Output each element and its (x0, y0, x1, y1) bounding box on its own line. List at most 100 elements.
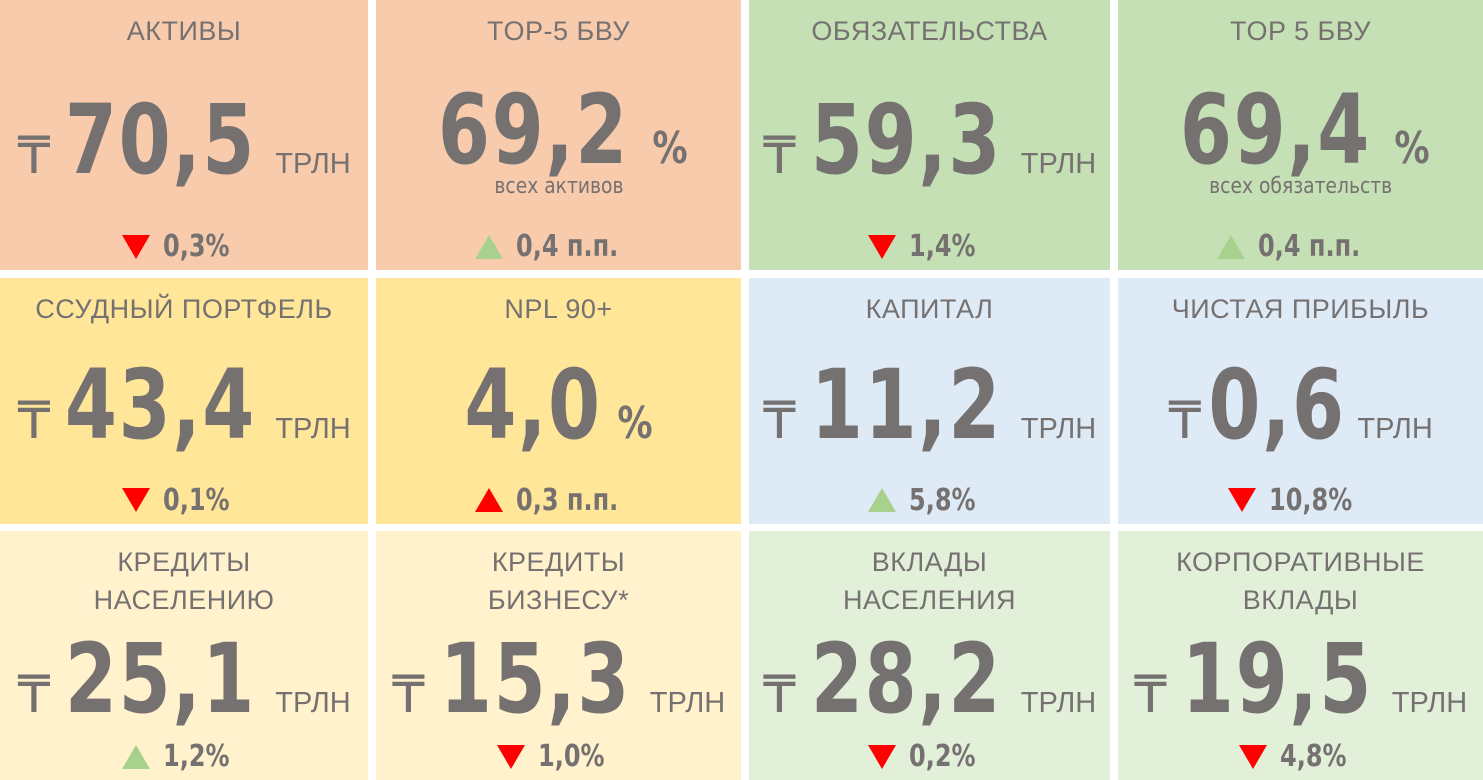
kpi-card: КОРПОРАТИВНЫЕ ВКЛАДЫ ₸ 19,5 ТРЛН 4,8% (1118, 531, 1483, 780)
change-value: 0,2% (908, 739, 976, 774)
main-value: ₸ 59,3 ТРЛН (763, 90, 1096, 190)
change-value: 0,4 п.п. (515, 229, 618, 264)
main-value: ₸ 28,2 ТРЛН (763, 629, 1096, 729)
card-title: АКТИВЫ (126, 16, 242, 46)
main-value: ₸ 0,6 ТРЛН (1168, 355, 1433, 455)
main-value: ₸ 70,5 ТРЛН (17, 90, 350, 190)
card-title: КРЕДИТЫ НАСЕЛЕНИЮ (93, 547, 275, 615)
card-body: 4,0% (459, 355, 657, 455)
currency: ₸ (762, 665, 796, 725)
arrow-icon (1228, 488, 1257, 512)
arrow-icon (474, 234, 503, 259)
currency: ₸ (17, 665, 51, 725)
change: 4,8% (1238, 739, 1363, 774)
unit: ТРЛН (1020, 147, 1097, 180)
arrow (474, 234, 503, 259)
main-value: ₸ 25,1 ТРЛН (17, 629, 350, 729)
change: 1,2% (121, 739, 246, 774)
kpi-card: TOP 5 БВУ 69,4% всех обязательств 0,4 п.п. (1118, 0, 1483, 270)
arrow (122, 744, 151, 769)
arrow-icon (867, 234, 896, 259)
arrow (1216, 234, 1245, 259)
kpi-card: ВКЛАДЫ НАСЕЛЕНИЯ ₸ 28,2 ТРЛН 0,2% (749, 531, 1110, 780)
change: 1,4% (867, 229, 992, 264)
main-value: 4,0% (459, 355, 657, 455)
card-body: ₸ 59,3 ТРЛН (763, 90, 1096, 190)
unit: ТРЛН (275, 147, 351, 180)
value: 11,2 (810, 349, 1002, 461)
value: 0,6 (1208, 349, 1347, 461)
card-body: ₸ 28,2 ТРЛН (763, 629, 1096, 729)
arrow (496, 744, 525, 769)
card-body: ₸ 43,4 ТРЛН (17, 355, 350, 455)
kpi-card: ОБЯЗАТЕЛЬСТВА ₸ 59,3 ТРЛН 1,4% (749, 0, 1110, 270)
main-value: ₸ 15,3 ТРЛН (392, 629, 725, 729)
currency: ₸ (762, 391, 796, 451)
change: 5,8% (867, 483, 992, 518)
value: 28,2 (810, 623, 1002, 735)
change: 0,3 п.п. (474, 483, 644, 518)
kpi-card: ССУДНЫЙ ПОРТФЕЛЬ ₸ 43,4 ТРЛН 0,1% (0, 277, 368, 524)
value: 4,0 (464, 349, 603, 461)
unit: ТРЛН (1357, 413, 1433, 445)
card-body: ₸ 19,5 ТРЛН (1134, 629, 1467, 729)
card-body: 69,2% всех активов (425, 80, 692, 199)
card-body: ₸ 70,5 ТРЛН (17, 90, 350, 190)
value: 59,3 (810, 83, 1002, 196)
arrow (1238, 744, 1267, 769)
unit: % (617, 398, 654, 449)
card-body: ₸ 25,1 ТРЛН (17, 629, 350, 729)
change-value: 4,8% (1279, 739, 1347, 774)
main-value: ₸ 11,2 ТРЛН (763, 355, 1096, 455)
unit: % (1394, 123, 1430, 174)
change: 1,0% (496, 739, 621, 774)
change-value: 0,4 п.п. (1257, 229, 1360, 264)
arrow (867, 744, 896, 769)
card-title: TOP-5 БВУ (486, 16, 630, 46)
change: 10,8% (1227, 483, 1373, 518)
card-title: КАПИТАЛ (865, 293, 994, 324)
main-value: 69,2% (425, 80, 692, 180)
unit: ТРЛН (1391, 687, 1468, 719)
card-title: ЧИСТАЯ ПРИБЫЛЬ (1171, 293, 1430, 324)
currency: ₸ (17, 125, 51, 186)
unit: ТРЛН (649, 687, 726, 719)
arrow-icon (1216, 234, 1245, 259)
unit: ТРЛН (275, 413, 351, 445)
card-body: ₸ 11,2 ТРЛН (763, 355, 1096, 455)
subtitle: всех активов (493, 174, 624, 199)
currency: ₸ (1133, 665, 1167, 725)
change: 0,1% (121, 483, 246, 518)
card-title: КРЕДИТЫ БИЗНЕСУ* (487, 547, 630, 615)
unit: ТРЛН (275, 687, 351, 719)
value: 15,3 (439, 623, 631, 735)
arrow-icon (867, 744, 896, 769)
subtitle: всех обязательств (1208, 174, 1392, 199)
currency: ₸ (17, 391, 51, 451)
value: 69,4 (1179, 74, 1371, 186)
card-title: ВКЛАДЫ НАСЕЛЕНИЯ (842, 547, 1017, 615)
unit: ТРЛН (1020, 687, 1097, 719)
arrow-icon (122, 744, 151, 769)
change-value: 1,0% (537, 739, 605, 774)
kpi-card: КРЕДИТЫ НАСЕЛЕНИЮ ₸ 25,1 ТРЛН 1,2% (0, 531, 368, 780)
card-body: 69,4% всех обязательств (1167, 80, 1434, 199)
unit: ТРЛН (1020, 413, 1097, 445)
change-value: 5,8% (908, 482, 976, 518)
currency: ₸ (762, 125, 796, 186)
card-title: КОРПОРАТИВНЫЕ ВКЛАДЫ (1176, 547, 1425, 615)
kpi-card: КРЕДИТЫ БИЗНЕСУ* ₸ 15,3 ТРЛН 1,0% (376, 531, 741, 780)
arrow (122, 234, 151, 259)
change-value: 0,3 п.п. (515, 482, 618, 518)
change-value: 0,1% (163, 482, 230, 518)
arrow-icon (496, 744, 525, 769)
kpi-card: TOP-5 БВУ 69,2% всех активов 0,4 п.п. (376, 0, 741, 270)
change: 0,4 п.п. (474, 229, 644, 264)
currency: ₸ (391, 665, 425, 725)
change-value: 0,3% (163, 229, 230, 264)
arrow (1228, 488, 1257, 512)
arrow (122, 488, 151, 512)
change-value: 10,8% (1269, 482, 1353, 518)
